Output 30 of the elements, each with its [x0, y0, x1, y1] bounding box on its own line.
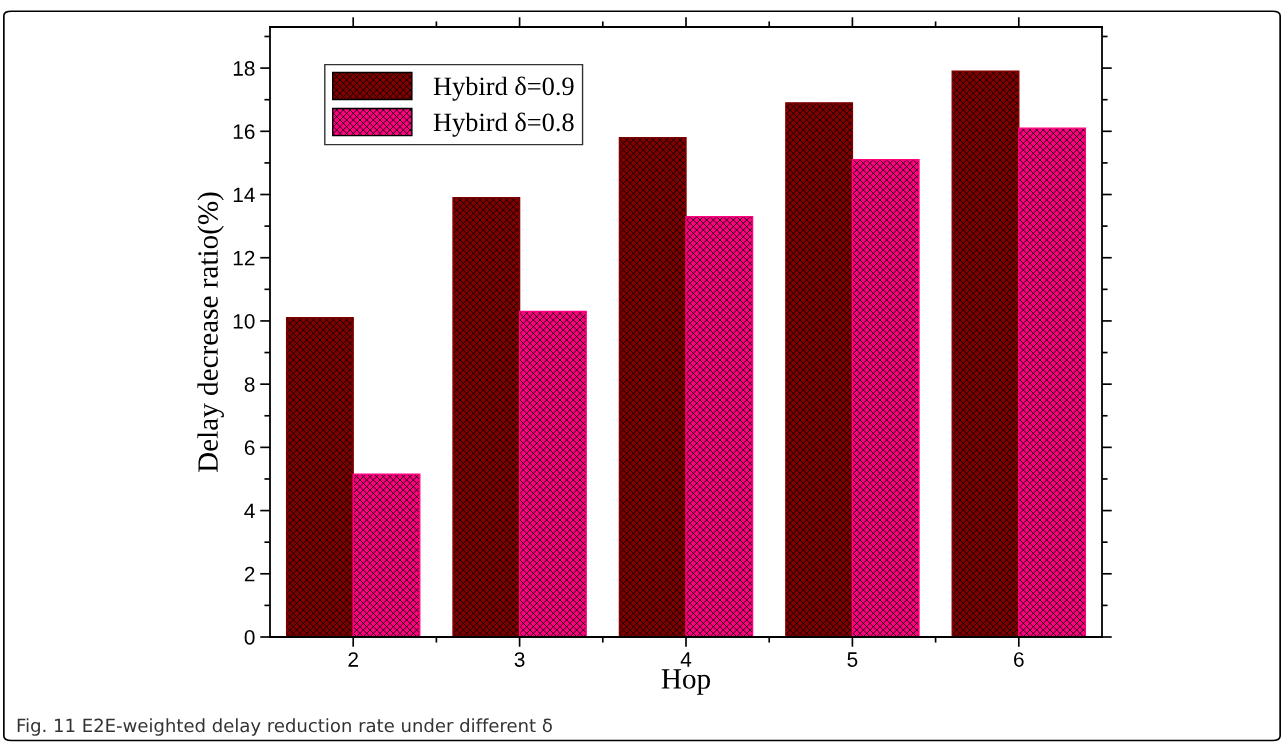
y-tick-label: 10: [233, 313, 255, 329]
y-tick-label: 8: [244, 377, 255, 392]
bar: [1018, 127, 1087, 637]
y-tick-label: 16: [233, 124, 255, 140]
bar: [518, 310, 587, 637]
bar: [685, 215, 754, 637]
y-tick-label: 14: [233, 187, 255, 203]
bar: [951, 70, 1020, 637]
bar: [352, 473, 421, 637]
caption: Fig. 11 E2E-weighted delay reduction rate under different δ: [17, 718, 552, 736]
bar: [452, 196, 521, 637]
y-tick-label: 6: [244, 440, 255, 456]
legend-label: Hybird δ=0.8: [433, 112, 574, 137]
x-axis-title: Hop: [661, 669, 710, 695]
bar: [285, 317, 354, 637]
y-tick-label: 0: [244, 630, 255, 645]
y-tick-label: 2: [244, 566, 255, 582]
x-tick-label: 4: [680, 652, 692, 667]
y-tick-label: 4: [244, 503, 255, 519]
x-tick-label: 3: [514, 652, 525, 667]
y-axis-title: Delay decrease ratio(%): [197, 192, 224, 473]
bar: [785, 102, 854, 637]
x-tick-label: 2: [348, 652, 358, 667]
x-tick-label: 5: [847, 652, 858, 667]
y-tick-label: 12: [233, 250, 255, 266]
bar: [618, 136, 687, 637]
y-tick-label: 18: [233, 61, 255, 76]
x-tick-label: 6: [1014, 652, 1024, 667]
legend-label: Hybird δ=0.9: [433, 76, 574, 101]
bar: [851, 159, 920, 637]
